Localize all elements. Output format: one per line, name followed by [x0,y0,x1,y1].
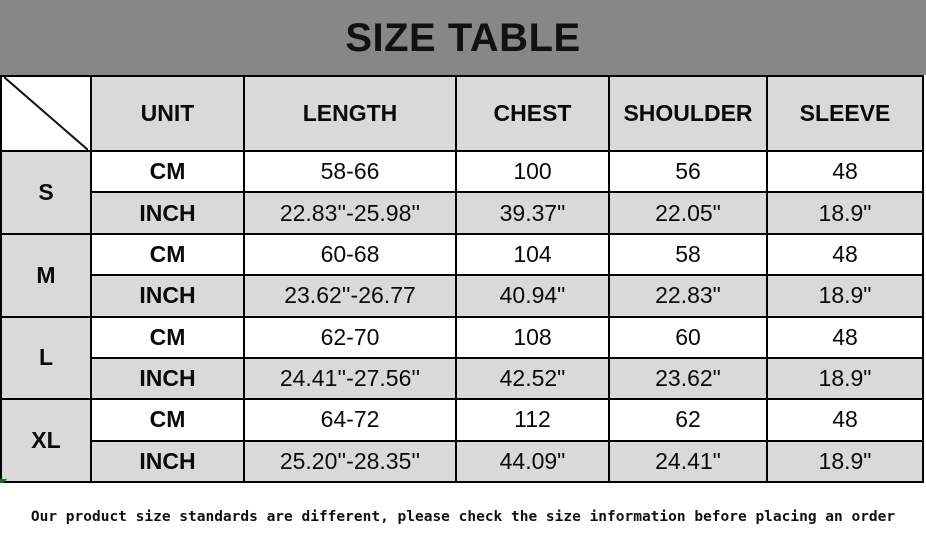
size-label-l: L [0,315,92,401]
cell-chest: 40.94" [455,274,610,318]
unit-cell-cm: CM [90,398,245,442]
table-row: S CM 58-66 100 56 48 [0,149,924,235]
table-row: INCH 23.62''-26.77 40.94" 22.83" 18.9" [1,274,924,318]
cell-sleeve: 48 [766,232,924,277]
cell-length: 58-66 [243,149,457,194]
cell-length: 22.83''-25.98'' [243,191,457,235]
cell-shoulder: 22.83" [608,274,768,318]
column-header-shoulder: SHOULDER [608,75,768,152]
cell-length: 64-72 [243,398,457,442]
unit-cell-inch: INCH [90,274,245,318]
cell-length: 25.20''-28.35'' [243,439,457,484]
cell-sleeve: 18.9" [766,274,924,318]
size-table-container: UNIT LENGTH CHEST SHOULDER SLEEVE S CM 5… [0,75,924,484]
cell-sleeve: 18.9" [766,356,924,401]
cell-shoulder: 60 [608,315,768,359]
footer-note-bar: Our product size standards are different… [0,483,926,551]
unit-cell-cm: CM [90,315,245,359]
size-label-xl: XL [0,398,92,483]
cell-chest: 42.52" [455,356,610,401]
cell-chest: 108 [455,315,610,359]
unit-cell-inch: INCH [90,191,245,235]
size-label-m: M [0,232,92,318]
size-label-s: S [0,150,92,235]
size-table: UNIT LENGTH CHEST SHOULDER SLEEVE S CM 5… [0,75,924,484]
cell-shoulder: 56 [608,149,768,194]
cell-chest: 44.09" [455,439,610,484]
table-row: INCH 25.20''-28.35'' 44.09" 24.41" 18.9" [1,439,924,484]
corner-diagonal-cell [0,75,92,152]
table-row: L CM 62-70 108 60 48 [0,315,924,401]
title-banner: SIZE TABLE [0,0,926,75]
cell-shoulder: 58 [608,232,768,277]
cell-shoulder: 24.41" [608,439,768,484]
cell-length: 24.41''-27.56'' [243,356,457,401]
table-row: M CM 60-68 104 58 48 [0,232,924,318]
cell-length: 62-70 [243,315,457,359]
cell-sleeve: 48 [766,149,924,194]
cell-sleeve: 18.9" [766,439,924,484]
column-header-chest: CHEST [455,75,610,152]
cell-shoulder: 22.05" [608,191,768,235]
diagonal-slash-icon [4,77,88,150]
table-header-row: UNIT LENGTH CHEST SHOULDER SLEEVE [0,75,924,152]
cell-chest: 100 [455,149,610,194]
table-row: INCH 22.83''-25.98'' 39.37" 22.05" 18.9" [1,191,924,235]
cell-chest: 104 [455,232,610,277]
cell-chest: 112 [455,398,610,442]
cell-shoulder: 23.62" [608,356,768,401]
cell-length: 23.62''-26.77 [243,274,457,318]
cell-sleeve: 48 [766,398,924,442]
column-header-length: LENGTH [243,75,457,152]
cell-sleeve: 18.9" [766,191,924,235]
table-row: XL CM 64-72 112 62 48 [0,398,924,483]
cell-shoulder: 62 [608,398,768,442]
cell-length: 60-68 [243,232,457,277]
table-row: INCH 24.41''-27.56'' 42.52" 23.62" 18.9" [1,356,924,401]
column-header-sleeve: SLEEVE [766,75,924,152]
unit-cell-cm: CM [90,232,245,277]
footer-note: Our product size standards are different… [30,509,896,525]
unit-cell-inch: INCH [90,439,245,484]
cell-sleeve: 48 [766,315,924,359]
page-title: SIZE TABLE [345,15,581,60]
unit-cell-cm: CM [90,149,245,194]
column-header-unit: UNIT [90,75,245,152]
cell-chest: 39.37" [455,191,610,235]
unit-cell-inch: INCH [90,356,245,401]
